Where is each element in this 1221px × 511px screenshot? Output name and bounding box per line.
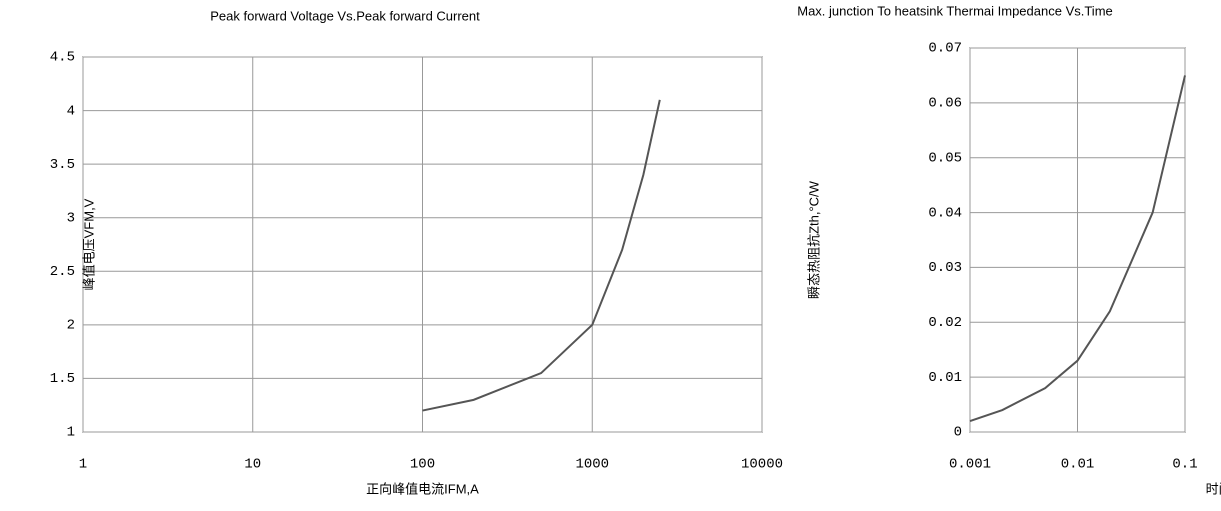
y-axis-label: 瞬态热阻抗Zth,°C/W: [806, 180, 821, 299]
x-axis-label: 正向峰值电流IFM,A: [366, 481, 479, 496]
y-tick-label: 0.04: [928, 205, 962, 221]
x-tick-label: 100: [410, 457, 435, 473]
y-tick-label: 4.5: [50, 50, 75, 66]
series-line: [422, 99, 661, 412]
y-tick-label: 0.06: [928, 96, 962, 112]
y-tick-label: 0.03: [928, 260, 962, 276]
x-tick-label: 1000: [575, 457, 609, 473]
x-tick-label: 0.01: [1061, 457, 1095, 473]
y-tick-label: 1.5: [50, 371, 75, 387]
x-tick-label: 0.001: [949, 457, 991, 473]
y-tick-label: 3: [67, 210, 75, 226]
x-tick-label: 10: [244, 457, 261, 473]
y-tick-label: 3.5: [50, 157, 75, 173]
y-tick-label: 0.01: [928, 370, 962, 386]
y-tick-label: 4: [67, 103, 75, 119]
chart-title: Max. junction To heatsink Thermai Impeda…: [797, 3, 1113, 18]
series-line: [969, 75, 1186, 422]
y-tick-label: 0: [954, 425, 962, 441]
chart-title: Peak forward Voltage Vs.Peak forward Cur…: [210, 8, 480, 23]
y-tick-label: 2.5: [50, 264, 75, 280]
x-axis-label: 时间t,S: [1206, 481, 1221, 496]
y-tick-label: 2: [67, 318, 75, 334]
y-tick-label: 0.07: [928, 41, 962, 57]
y-tick-label: 0.02: [928, 315, 962, 331]
x-tick-label: 10000: [741, 457, 783, 473]
x-tick-label: 1: [79, 457, 87, 473]
x-tick-label: 0.1: [1172, 457, 1197, 473]
y-axis-label: 峰值电压VFM,V: [81, 198, 96, 290]
y-tick-label: 1: [67, 425, 75, 441]
y-tick-label: 0.05: [928, 150, 962, 166]
